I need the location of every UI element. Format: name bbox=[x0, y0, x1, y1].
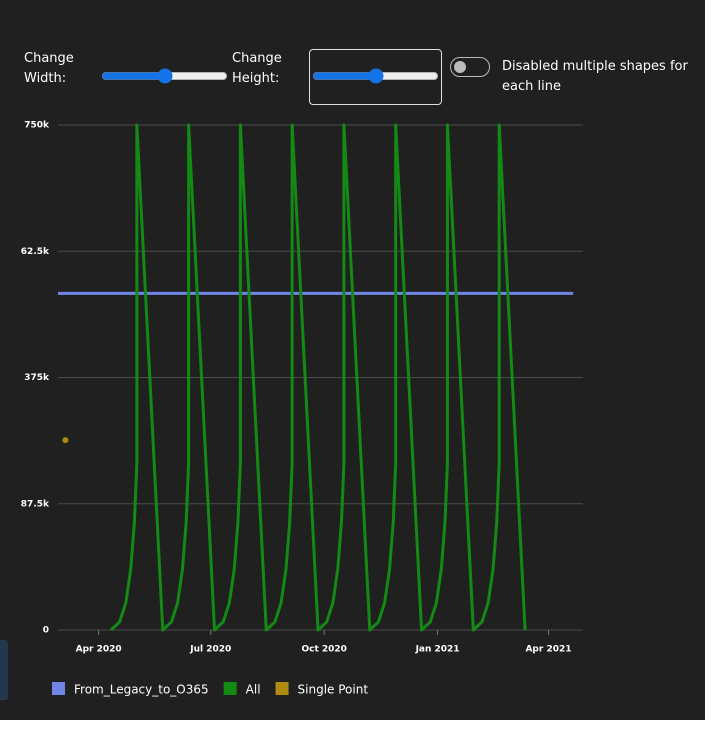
legend-swatch bbox=[52, 682, 65, 695]
series-line bbox=[109, 123, 527, 632]
legend-swatch bbox=[275, 682, 289, 695]
y-tick-label: 0 bbox=[43, 626, 49, 636]
legend-label: Single Point bbox=[298, 683, 369, 697]
y-tick-label: 62.5k bbox=[21, 247, 50, 257]
legend-swatch bbox=[223, 682, 237, 695]
width-label: Change Width: bbox=[24, 51, 74, 86]
height-slider[interactable] bbox=[312, 68, 439, 84]
height-label: Change Height: bbox=[232, 51, 282, 86]
toggle-label: Disabled multiple shapes for each line bbox=[502, 59, 688, 94]
height-slider-box bbox=[309, 49, 442, 105]
x-tick-label: Apr 2021 bbox=[525, 645, 571, 655]
chart: 0 87.5k 375k 62.5k 750k Apr 2020 Jul 2020 Oct 2… bbox=[21, 121, 583, 697]
point bbox=[62, 437, 69, 444]
legend-label: All bbox=[246, 683, 261, 697]
x-tick-label: Jul 2020 bbox=[189, 645, 231, 655]
x-tick-label: Apr 2020 bbox=[76, 645, 122, 655]
width-slider[interactable] bbox=[101, 68, 228, 84]
x-tick-label: Jan 2021 bbox=[415, 645, 460, 655]
y-tick-label: 375k bbox=[24, 373, 50, 383]
y-tick-label: 87.5k bbox=[21, 499, 50, 509]
side-tab bbox=[0, 640, 8, 700]
legend-label: From_Legacy_to_O365 bbox=[74, 683, 209, 697]
app: 0 87.5k 375k 62.5k 750k Apr 2020 Jul 2020 Oct 2… bbox=[0, 0, 705, 720]
y-tick-label: 750k bbox=[24, 121, 50, 131]
toggle[interactable] bbox=[450, 57, 490, 77]
x-tick-label: Oct 2020 bbox=[301, 645, 346, 655]
